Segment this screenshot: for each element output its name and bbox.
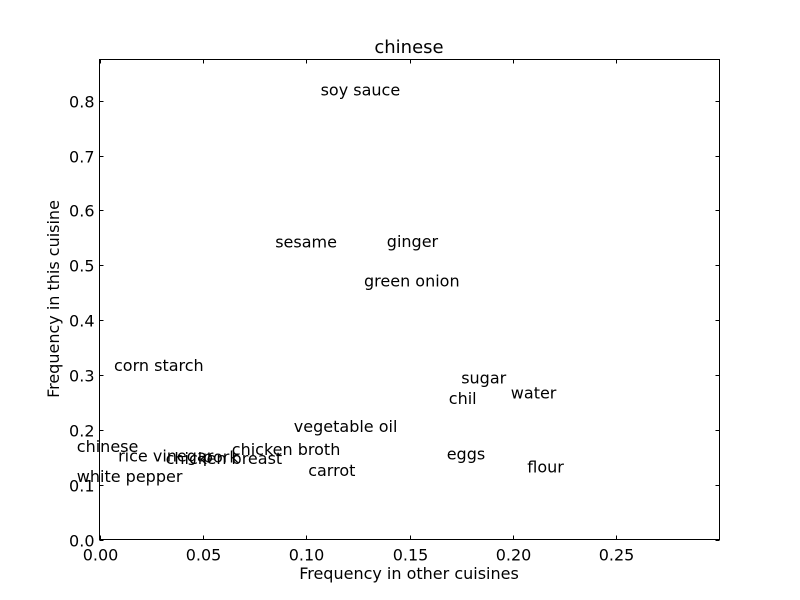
point-label: white pepper	[77, 467, 183, 486]
axis-ticks: 0.00 0.05 0.10 0.15 0.20 0.25 0.0 0.1 0.2 0.3 0.4 0…	[69, 59, 720, 565]
point-labels: soy sauce sesame ginger green onion corn sta…	[77, 81, 565, 486]
x-tick-label: 0.25	[599, 546, 635, 565]
x-axis-label: Frequency in other cuisines	[299, 564, 519, 583]
plot-frame	[99, 59, 720, 540]
point-label: chil	[449, 389, 477, 408]
point-label: corn starch	[114, 356, 204, 375]
x-tick-label: 0.20	[496, 546, 532, 565]
x-tick-label: 0.10	[289, 546, 325, 565]
y-tick-label: 0.3	[69, 367, 94, 386]
point-label: rice vinegar	[118, 447, 214, 466]
y-tick-label: 0.1	[69, 477, 94, 496]
y-tick-label: 0.2	[69, 422, 94, 441]
chart-title: chinese	[374, 37, 443, 58]
point-label: sugar	[461, 369, 506, 388]
y-tick-label: 0.4	[69, 312, 94, 331]
point-label: carrot	[308, 461, 355, 480]
y-tick-label: 0.8	[69, 93, 94, 112]
point-label: sesame	[275, 233, 337, 252]
x-tick-label: 0.00	[83, 546, 119, 565]
x-tick-label: 0.15	[393, 546, 429, 565]
point-label: chicken broth	[232, 440, 341, 459]
point-label: chinese	[77, 437, 139, 456]
x-tick-label: 0.05	[186, 546, 222, 565]
point-label: water	[511, 384, 557, 403]
point-label: vegetable oil	[294, 417, 398, 436]
point-label: flour	[527, 458, 564, 477]
point-label: green onion	[364, 272, 460, 291]
point-label: pork	[203, 448, 240, 467]
y-axis-label: Frequency in this cuisine	[44, 200, 63, 398]
y-tick-label: 0.5	[69, 257, 94, 276]
y-tick-label: 0.6	[69, 202, 94, 221]
point-label: ginger	[387, 232, 439, 251]
y-tick-label: 0.0	[69, 532, 94, 551]
y-tick-label: 0.7	[69, 148, 94, 167]
point-label: chicken breast	[166, 449, 283, 468]
point-label: eggs	[447, 444, 486, 463]
point-label: soy sauce	[321, 81, 401, 100]
